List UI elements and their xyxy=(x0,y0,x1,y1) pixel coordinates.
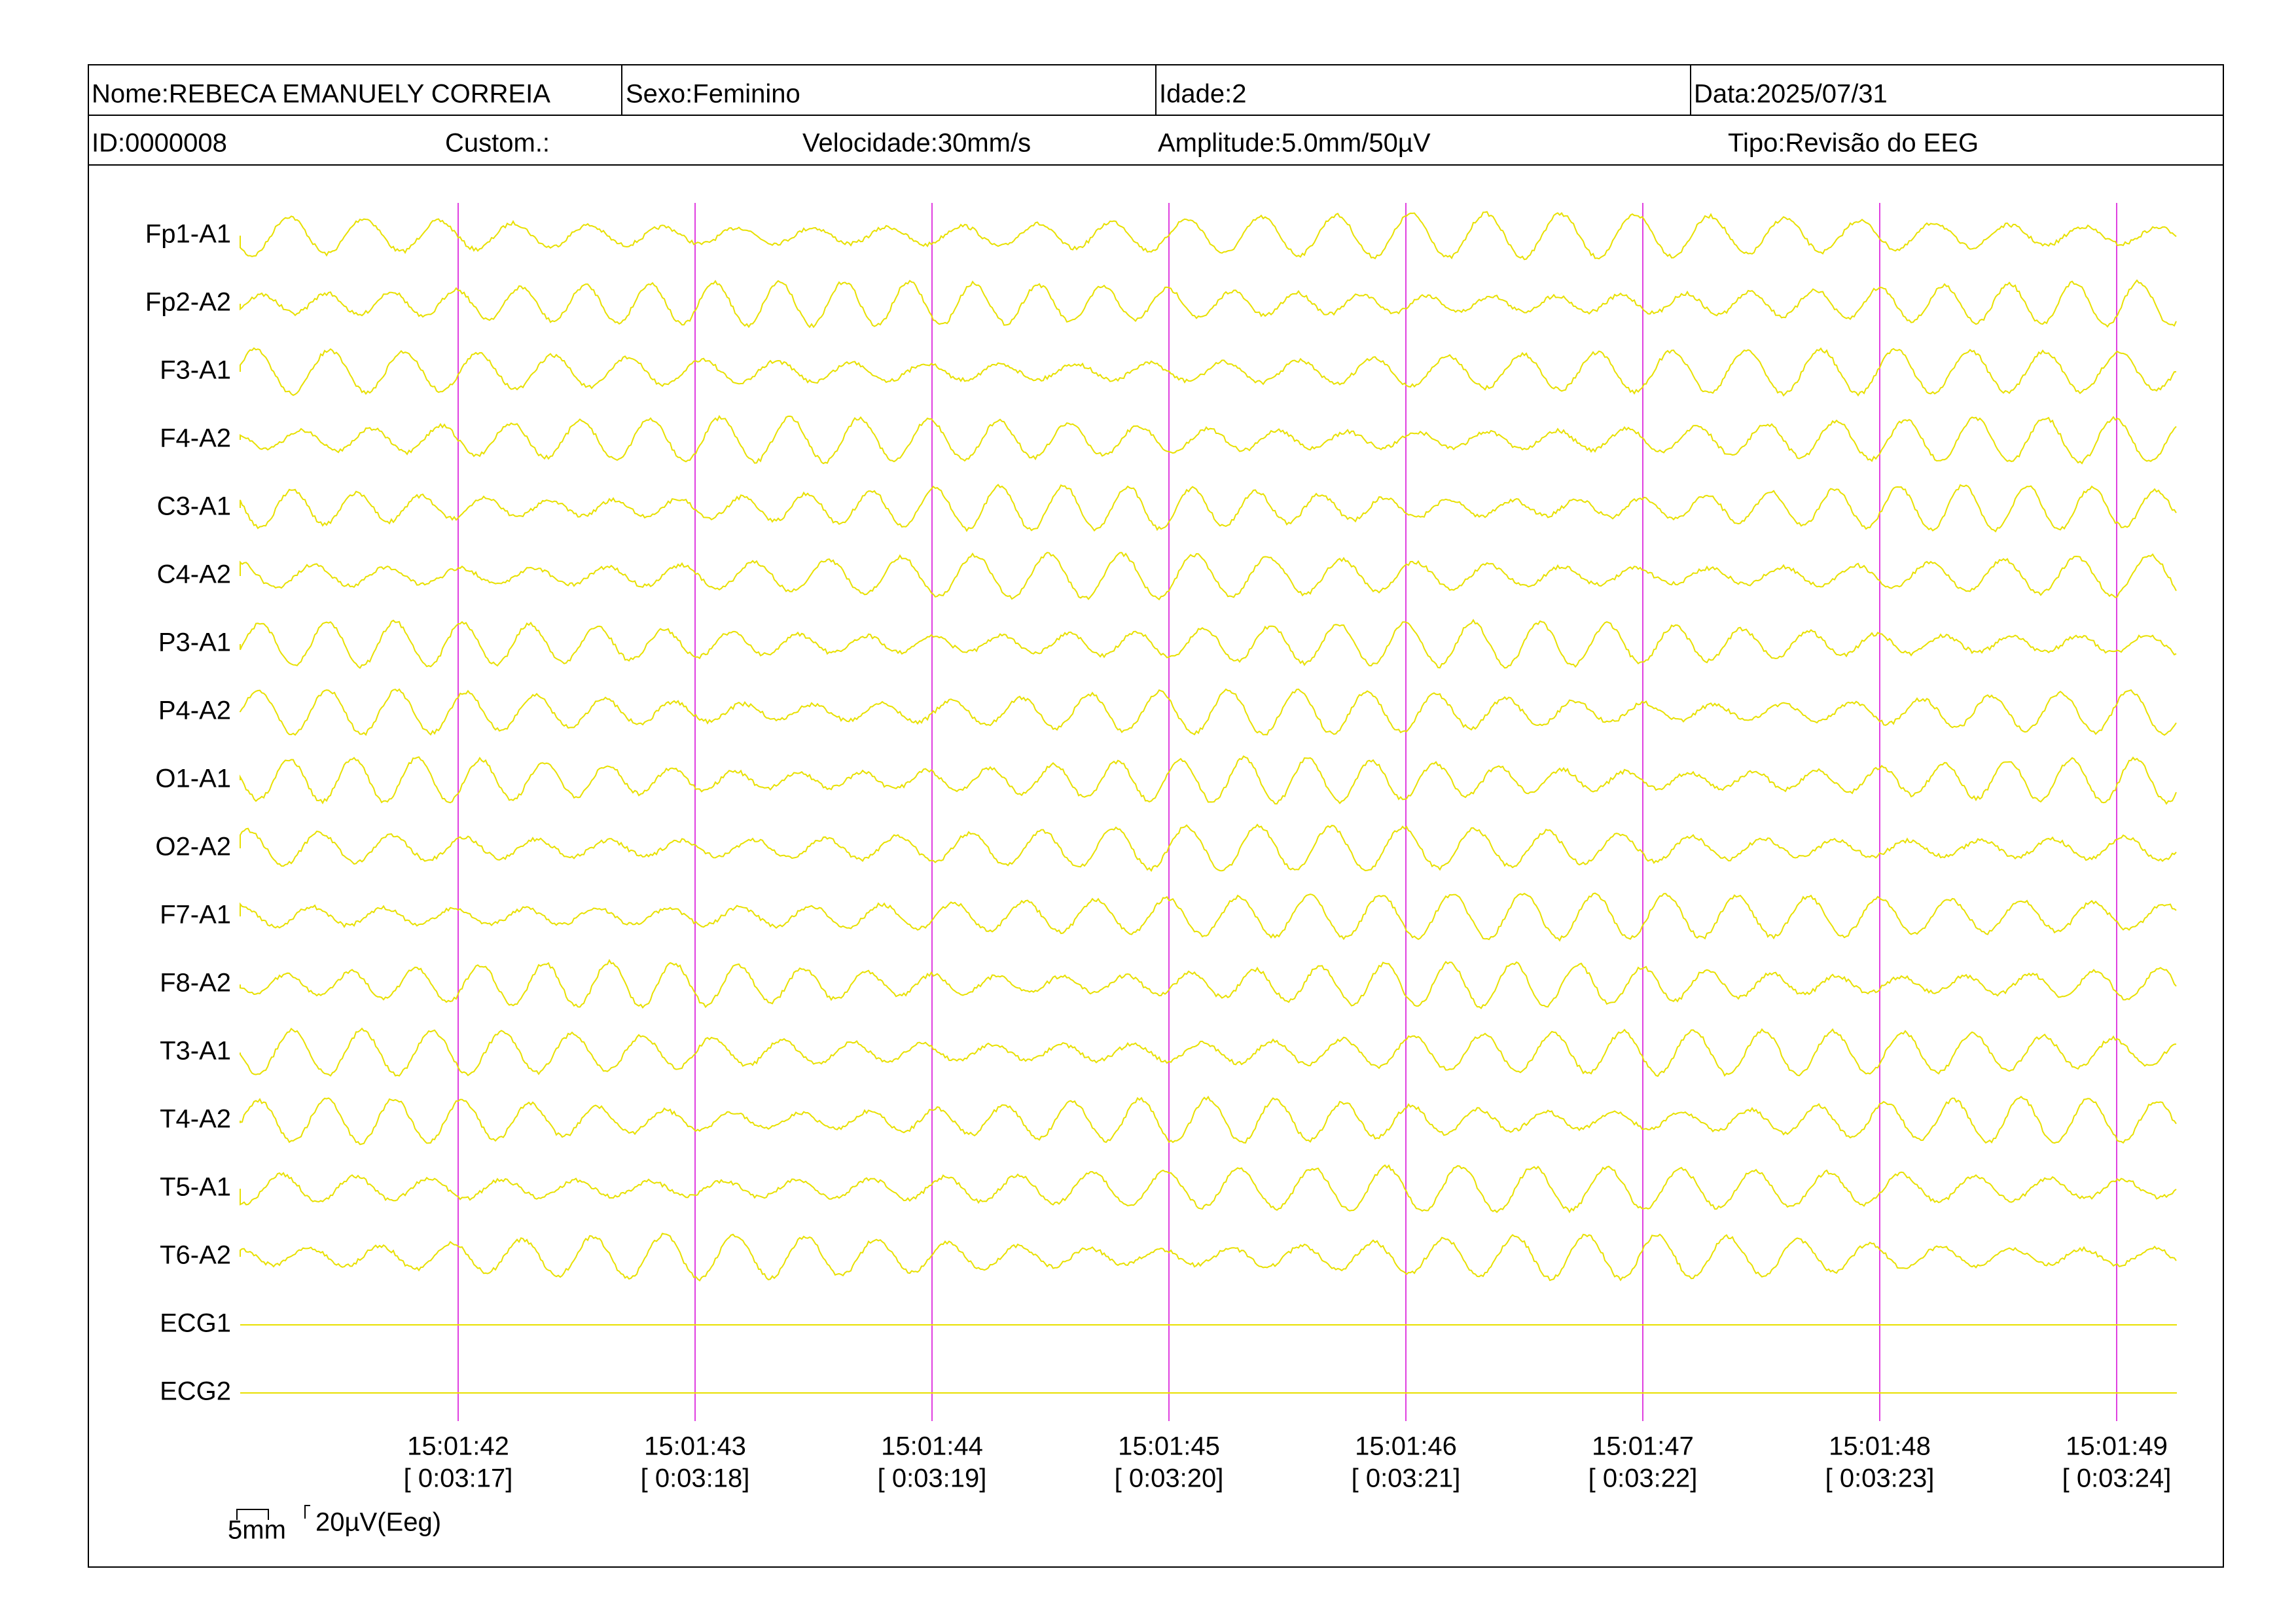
eeg-trace xyxy=(240,1027,2177,1077)
eeg-trace xyxy=(240,619,2177,669)
time-label: 15:01:43 xyxy=(644,1432,746,1461)
elapsed-label: [ 0:03:21] xyxy=(1352,1464,1461,1493)
elapsed-label: [ 0:03:24] xyxy=(2062,1464,2172,1493)
channel-label: F8-A2 xyxy=(160,969,231,998)
channel-label: T6-A2 xyxy=(160,1241,231,1270)
scale-time: 5mm xyxy=(228,1516,286,1545)
scale-amp-bar xyxy=(304,1505,310,1519)
elapsed-label: [ 0:03:17] xyxy=(404,1464,513,1493)
eeg-trace xyxy=(240,892,2177,942)
channel-label: Fp2-A2 xyxy=(145,288,231,317)
elapsed-label: [ 0:03:20] xyxy=(1115,1464,1224,1493)
channel-label: C3-A1 xyxy=(157,492,231,521)
name: Nome:REBECA EMANUELY CORREIA xyxy=(92,80,550,109)
channel-label: F7-A1 xyxy=(160,901,231,929)
eeg-trace xyxy=(240,484,2177,533)
channel-label: F4-A2 xyxy=(160,424,231,453)
scale-time-bar xyxy=(236,1509,269,1520)
eeg-trace xyxy=(240,823,2177,873)
channel-label: P4-A2 xyxy=(158,696,231,725)
channel-label: P3-A1 xyxy=(158,628,231,657)
channel-label: Fp1-A1 xyxy=(145,220,231,249)
date: Data:2025/07/31 xyxy=(1694,80,1888,109)
elapsed-label: [ 0:03:19] xyxy=(878,1464,987,1493)
channel-label: ECG2 xyxy=(160,1377,231,1406)
time-label: 15:01:47 xyxy=(1592,1432,1694,1461)
eeg-trace xyxy=(240,1164,2177,1214)
eeg-trace xyxy=(240,1233,2177,1282)
elapsed-label: [ 0:03:23] xyxy=(1825,1464,1935,1493)
sex: Sexo:Feminino xyxy=(626,80,800,109)
eeg-trace xyxy=(240,958,2177,1009)
channel-label: O2-A2 xyxy=(155,833,231,861)
elapsed-label: [ 0:03:22] xyxy=(1588,1464,1698,1493)
eeg-trace xyxy=(240,1095,2177,1146)
eeg-trace xyxy=(240,279,2177,329)
time-label: 15:01:48 xyxy=(1829,1432,1931,1461)
channel-label: O1-A1 xyxy=(155,765,231,793)
channel-label: C4-A2 xyxy=(157,560,231,589)
time-label: 15:01:42 xyxy=(407,1432,509,1461)
eeg-trace xyxy=(240,414,2177,465)
elapsed-label: [ 0:03:18] xyxy=(641,1464,750,1493)
eeg-trace xyxy=(240,552,2177,601)
eeg-trace xyxy=(240,688,2177,736)
time-label: 15:01:45 xyxy=(1118,1432,1220,1461)
eeg-trace xyxy=(240,211,2177,261)
frame xyxy=(88,64,2224,1568)
speed: Velocidade:30mm/s xyxy=(802,129,1031,158)
time-label: 15:01:46 xyxy=(1355,1432,1457,1461)
custom: Custom.: xyxy=(445,129,550,158)
channel-label: F3-A1 xyxy=(160,356,231,385)
amplitude: Amplitude:5.0mm/50µV xyxy=(1158,129,1431,158)
age: Idade:2 xyxy=(1159,80,1246,109)
id: ID:0000008 xyxy=(92,129,227,158)
time-label: 15:01:44 xyxy=(881,1432,983,1461)
channel-label: T4-A2 xyxy=(160,1105,231,1134)
eeg-trace xyxy=(240,347,2177,397)
scale-amplitude: 20µV(Eeg) xyxy=(315,1508,441,1537)
channel-label: T5-A1 xyxy=(160,1173,231,1202)
eeg-trace xyxy=(240,755,2177,805)
eeg-type: Tipo:Revisão do EEG xyxy=(1728,129,1979,158)
time-label: 15:01:49 xyxy=(2066,1432,2168,1461)
channel-label: T3-A1 xyxy=(160,1037,231,1066)
channel-label: ECG1 xyxy=(160,1309,231,1338)
